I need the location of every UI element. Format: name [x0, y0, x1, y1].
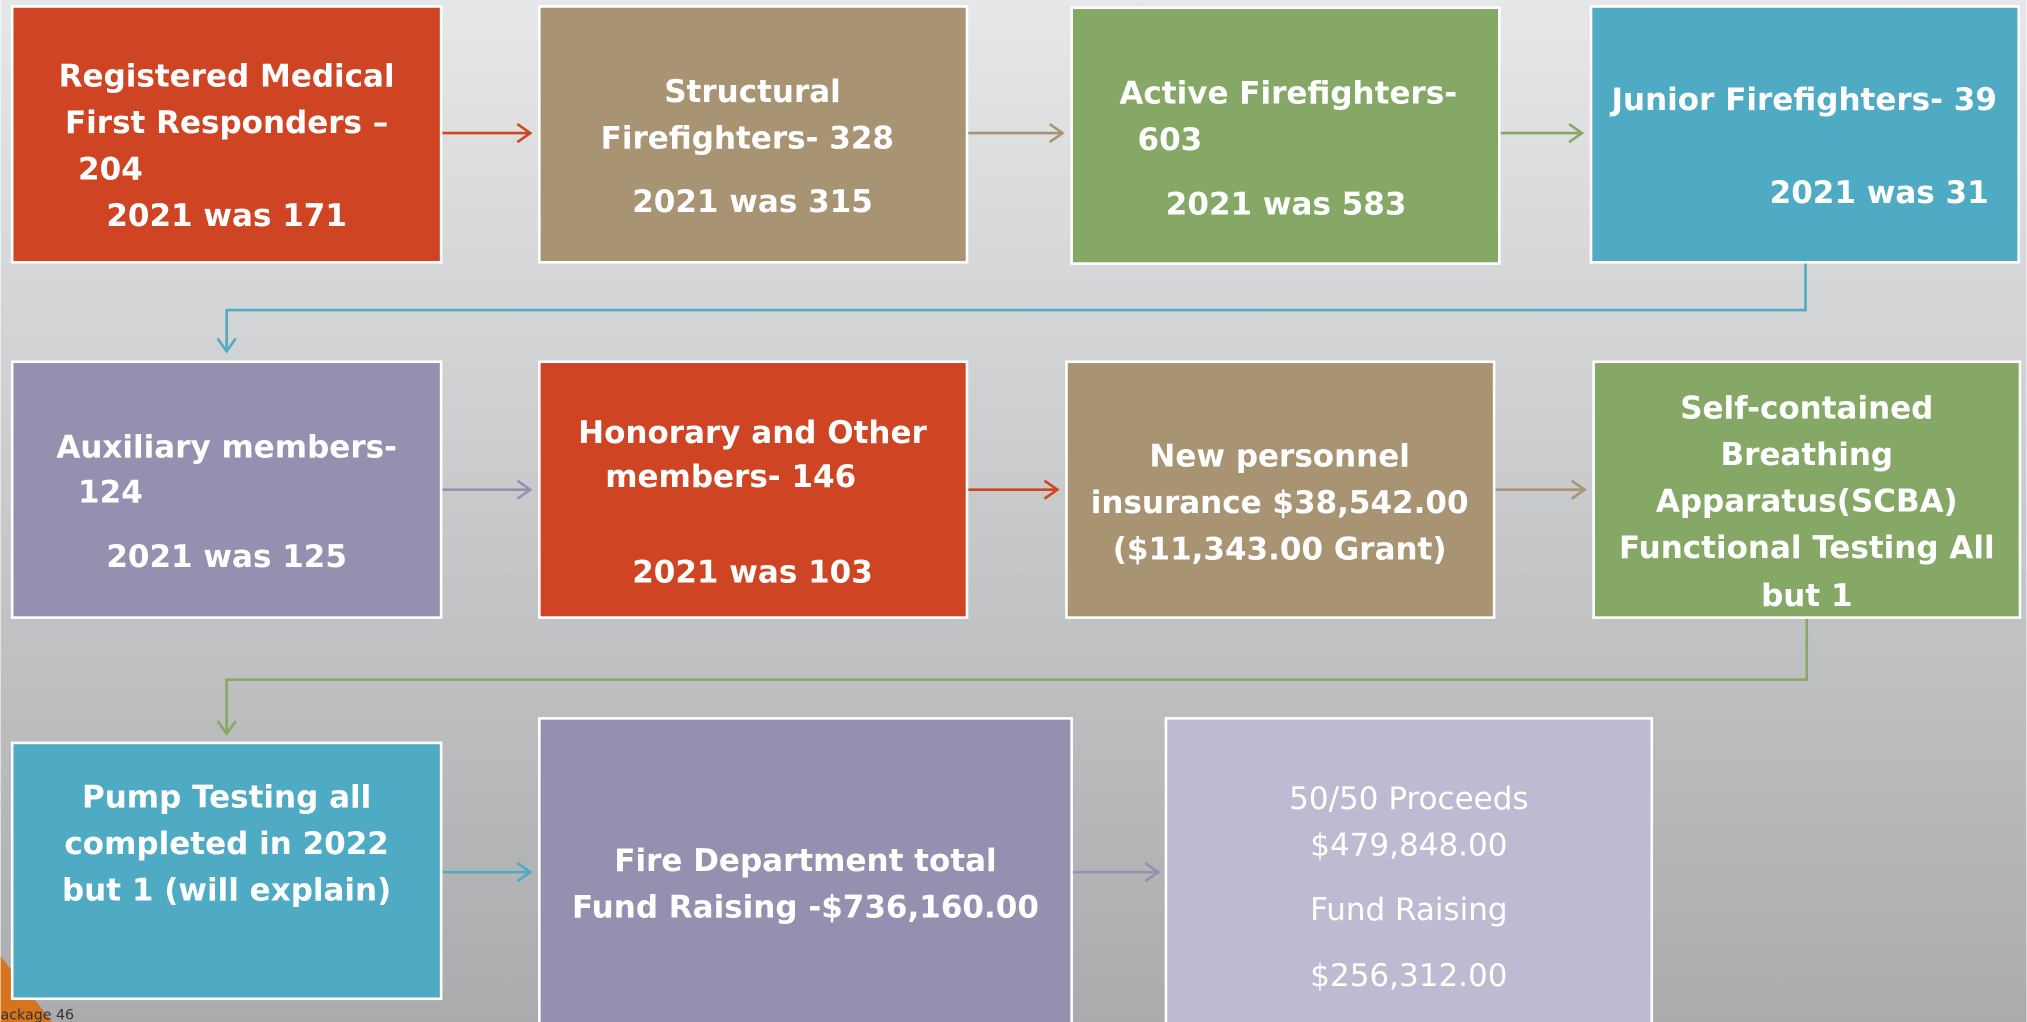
node-text: 2021 was 315 — [632, 184, 873, 220]
node-text: 603 — [1138, 122, 1203, 158]
node-box — [1589, 5, 2020, 264]
node-text: Apparatus(SCBA) — [1656, 484, 1958, 520]
node-text: Breathing — [1720, 437, 1893, 473]
node-box — [10, 360, 443, 619]
node-box — [10, 741, 443, 1001]
node-text: Pump Testing all — [82, 780, 371, 816]
arrow — [1071, 862, 1161, 883]
arrow — [441, 479, 533, 500]
node-text: 2021 was 31 — [1770, 175, 1989, 211]
arrow — [1494, 479, 1587, 500]
arrow — [216, 262, 1807, 354]
node-box — [1592, 360, 2022, 619]
arrow — [966, 122, 1065, 144]
node-text: 2021 was 103 — [632, 555, 873, 591]
node-text: Registered Medical — [59, 59, 395, 95]
node-text: New personnel — [1149, 438, 1409, 474]
node-box — [10, 5, 443, 264]
node-text: Junior Firefighters- 39 — [1610, 82, 1997, 118]
footer: ackage 46 — [1, 1007, 75, 1022]
node-text: ($11,343.00 Grant) — [1113, 531, 1447, 567]
arrow — [1499, 122, 1585, 144]
node-text: Fund Raising — [1310, 892, 1508, 928]
node-text: First Responders – — [65, 105, 388, 141]
node-text: Structural — [664, 74, 841, 110]
node-text: 124 — [78, 475, 143, 511]
node-text: Self-contained — [1680, 391, 1933, 427]
arrow — [441, 862, 533, 883]
node-box — [538, 717, 1073, 1022]
node-text: Honorary and Other — [578, 415, 927, 451]
node-box — [538, 5, 969, 264]
node-text: 50/50 Proceeds — [1289, 781, 1528, 817]
node-text: Auxiliary members- — [56, 429, 397, 465]
node-text: insurance $38,542.00 — [1091, 485, 1469, 521]
node-text: Fire Department total — [614, 843, 996, 879]
arrow — [966, 479, 1060, 500]
node-box — [538, 360, 969, 619]
node-text: $256,312.00 — [1310, 958, 1507, 994]
node-box — [1065, 360, 1496, 619]
arrow — [441, 122, 533, 144]
node-text: $479,848.00 — [1310, 827, 1507, 863]
node-box — [1070, 6, 1501, 265]
node-text: Fund Raising -$736,160.00 — [572, 889, 1039, 925]
node-text: Firefighters- 328 — [601, 121, 894, 157]
node-text: 204 — [78, 152, 143, 188]
node-text: 2021 was 171 — [106, 198, 347, 234]
connectors — [216, 122, 1809, 883]
node-text: Functional Testing All — [1619, 530, 1995, 566]
node-text: members- 146 — [605, 459, 856, 495]
arrow — [216, 617, 1809, 737]
node-text: 2021 was 125 — [106, 539, 347, 575]
node-text: but 1 (will explain) — [62, 873, 391, 909]
node-text: 2021 was 583 — [1166, 186, 1407, 222]
node-text: Active Firefighters- — [1119, 75, 1457, 111]
node-box — [1164, 717, 1654, 1022]
node-text: but 1 — [1761, 578, 1852, 614]
node-text: completed in 2022 — [64, 826, 388, 862]
